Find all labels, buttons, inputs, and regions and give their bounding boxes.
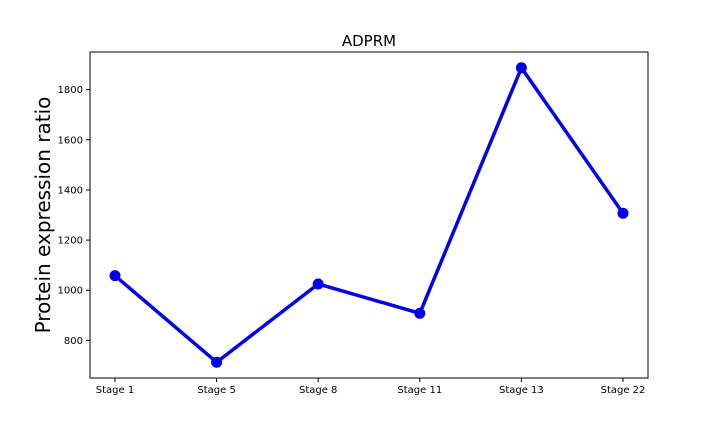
x-axis-ticks: Stage 1 Stage 5 Stage 8 Stage 11 Stage 13 Sta…	[96, 378, 646, 396]
plot-area-frame	[89, 51, 649, 379]
series-layer	[109, 62, 629, 368]
data-point	[617, 207, 629, 219]
x-tick-label: Stage 8	[299, 385, 337, 396]
chart-title: ADPRM	[342, 32, 396, 50]
y-tick-label: 1800	[58, 85, 83, 96]
y-tick-label: 1600	[58, 135, 83, 146]
x-tick-label: Stage 5	[197, 385, 235, 396]
y-axis-ticks: 800 1000 1200 1400 1600 1800	[58, 85, 90, 347]
x-tick-label: Stage 1	[96, 385, 134, 396]
x-tick-label: Stage 22	[601, 385, 646, 396]
data-point	[515, 62, 527, 74]
x-tick-label: Stage 11	[397, 385, 442, 396]
y-axis-label: Protein expression ratio	[31, 97, 55, 334]
series-line	[113, 66, 625, 364]
data-point	[414, 307, 426, 319]
data-point	[109, 270, 121, 282]
y-tick-label: 800	[64, 336, 83, 347]
y-tick-label: 1000	[58, 286, 83, 297]
x-tick-label: Stage 13	[499, 385, 544, 396]
y-tick-label: 1400	[58, 185, 83, 196]
y-tick-label: 1200	[58, 236, 83, 247]
data-point	[312, 278, 324, 290]
data-point	[211, 356, 223, 368]
